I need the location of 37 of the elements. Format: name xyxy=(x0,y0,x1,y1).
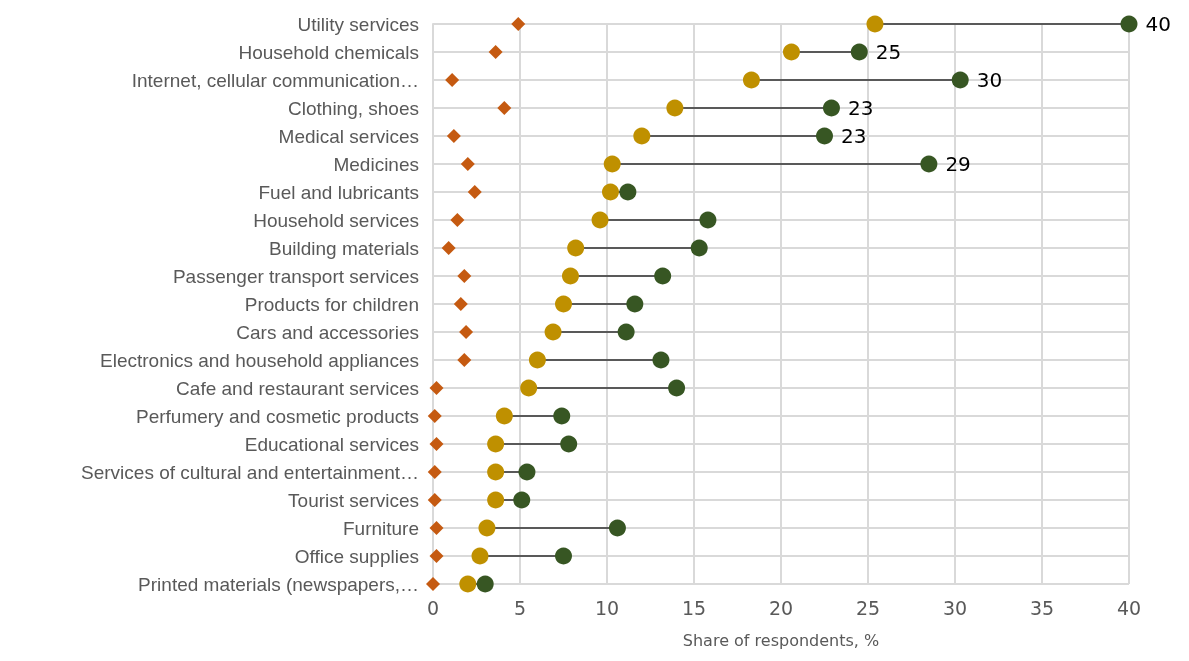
x-tick-label: 10 xyxy=(594,596,620,619)
y-tick-label: Medicines xyxy=(333,153,419,175)
x-tick-label: 20 xyxy=(768,596,794,619)
x-tick-label: 5 xyxy=(513,596,527,619)
x-tick-label: 15 xyxy=(681,596,707,619)
data-label: 29 xyxy=(945,152,971,176)
data-label: 30 xyxy=(976,68,1003,92)
y-tick-label: Fuel and lubricants xyxy=(258,181,419,203)
y-tick-label: Tourist services xyxy=(288,489,419,511)
y-tick-label: Furniture xyxy=(342,517,419,539)
y-tick-label: Household chemicals xyxy=(238,41,419,63)
x-axis-title: Share of respondents, % xyxy=(682,630,880,650)
y-tick-label: Clothing, shoes xyxy=(288,97,419,119)
x-tick-label: 0 xyxy=(426,596,440,619)
y-tick-label: Products for children xyxy=(244,293,419,315)
y-tick-label: Cafe and restaurant services xyxy=(176,377,419,399)
data-label: 23 xyxy=(841,124,867,148)
y-tick-label: Perfumery and cosmetic products xyxy=(135,405,419,427)
data-label: 40 xyxy=(1145,12,1171,36)
y-tick-label: Services of cultural and entertainment… xyxy=(81,461,419,483)
x-tick-label: 40 xyxy=(1116,596,1142,619)
y-tick-label: Electronics and household appliances xyxy=(100,349,419,371)
y-tick-label: Building materials xyxy=(269,237,419,259)
y-tick-label: Household services xyxy=(253,209,419,231)
x-tick-label: 35 xyxy=(1029,596,1055,619)
y-tick-label: Medical services xyxy=(278,125,419,147)
y-tick-label: Utility services xyxy=(297,13,419,35)
y-tick-label: Printed materials (newspapers,… xyxy=(138,573,419,595)
y-tick-label: Office supplies xyxy=(294,545,419,567)
y-tick-label: Cars and accessories xyxy=(236,321,419,343)
y-tick-label: Educational services xyxy=(244,433,419,455)
y-tick-label: Internet, cellular communication… xyxy=(131,69,419,91)
x-tick-label: 30 xyxy=(942,596,968,619)
x-tick-label: 25 xyxy=(855,596,881,619)
data-label: 25 xyxy=(875,40,902,64)
data-label: 23 xyxy=(847,96,874,120)
y-tick-label: Passenger transport services xyxy=(172,265,419,287)
